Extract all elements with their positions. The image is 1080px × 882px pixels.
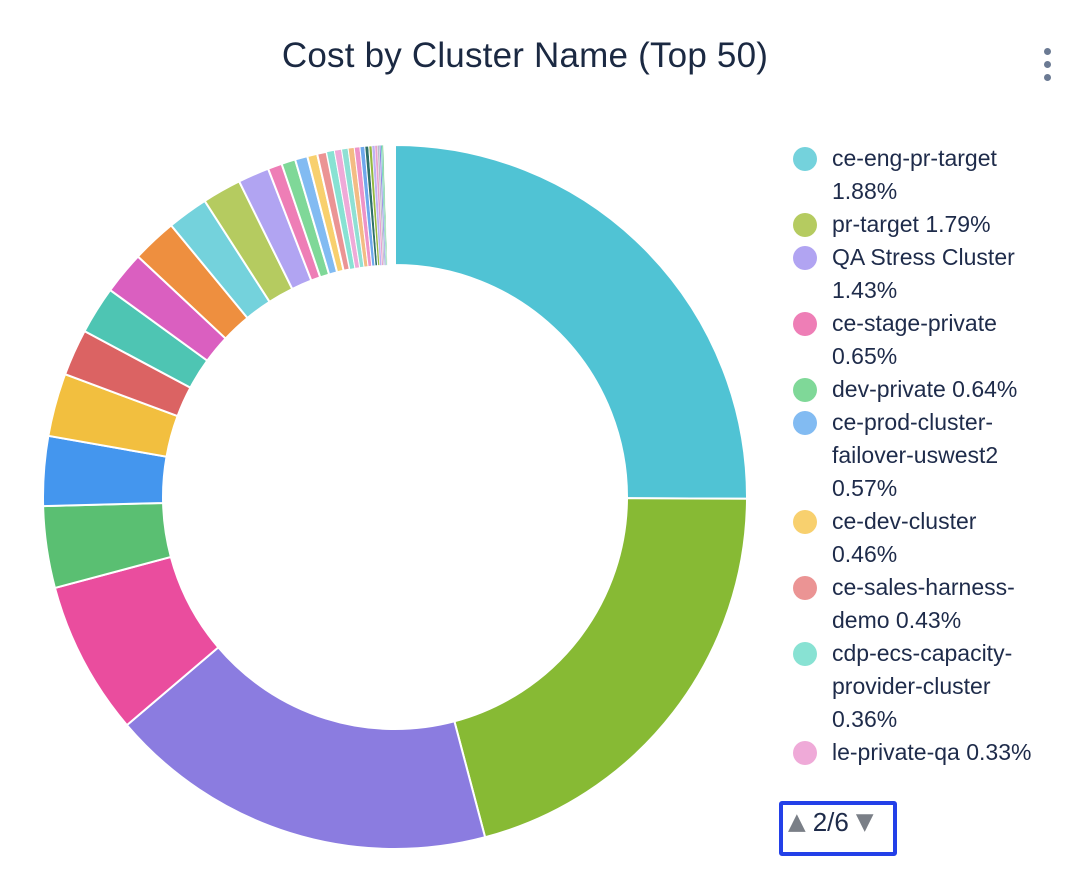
legend-swatch <box>793 510 817 534</box>
legend-item[interactable]: pr-target 1.79% <box>793 208 1055 241</box>
kebab-dot <box>1043 60 1051 68</box>
chart-legend: ce-eng-pr-target 1.88% pr-target 1.79% QA … <box>793 142 1055 790</box>
legend-label: ce-dev-cluster 0.46% <box>832 508 977 567</box>
kebab-dot <box>1043 73 1051 81</box>
legend-label: ce-sales-harness-demo 0.43% <box>832 574 1015 633</box>
legend-item[interactable]: ce-sales-harness-demo 0.43% <box>793 571 1055 637</box>
legend-label: ce-eng-pr-target 1.88% <box>832 145 997 204</box>
legend-label: cdp-ecs-capacity-provider-cluster 0.36% <box>832 640 1013 732</box>
legend-swatch <box>793 147 817 171</box>
legend-item[interactable]: ce-prod-cluster-failover-uswest2 0.57% <box>793 406 1055 505</box>
legend-swatch <box>793 378 817 402</box>
legend-label: pr-target 1.79% <box>832 211 991 237</box>
kebab-menu-icon[interactable] <box>1036 44 1058 84</box>
legend-swatch <box>793 411 817 435</box>
legend-pagination: ▲ 2/6 ▼ <box>779 801 897 856</box>
legend-swatch <box>793 576 817 600</box>
legend-label: QA Stress Cluster 1.43% <box>832 244 1015 303</box>
legend-item[interactable]: le-private-qa 0.33% <box>793 736 1055 769</box>
legend-label: ce-stage-private 0.65% <box>832 310 997 369</box>
legend-swatch <box>793 642 817 666</box>
legend-item[interactable]: ce-stage-private 0.65% <box>793 307 1055 373</box>
legend-item[interactable]: ce-dev-cluster 0.46% <box>793 505 1055 571</box>
legend-item[interactable]: cdp-ecs-capacity-provider-cluster 0.36% <box>793 637 1055 736</box>
legend-swatch <box>793 213 817 237</box>
legend-swatch <box>793 312 817 336</box>
donut-slice-rank-33[interactable] <box>381 144 388 266</box>
kebab-dot <box>1043 47 1051 55</box>
legend-item[interactable]: QA Stress Cluster 1.43% <box>793 241 1055 307</box>
donut-slice-rank-2[interactable] <box>453 497 749 839</box>
legend-item[interactable]: ce-eng-pr-target 1.88% <box>793 142 1055 208</box>
donut-slice-rank-1[interactable] <box>394 143 748 500</box>
donut-slice-rank-3[interactable] <box>125 645 487 851</box>
page-indicator: 2/6 <box>812 807 849 837</box>
legend-item[interactable]: dev-private 0.64% <box>793 373 1055 406</box>
legend-swatch <box>793 246 817 270</box>
legend-label: ce-prod-cluster-failover-uswest2 0.57% <box>832 409 999 501</box>
legend-label: dev-private 0.64% <box>832 376 1018 402</box>
chart-title: Cost by Cluster Name (Top 50) <box>281 36 769 75</box>
page-down-icon[interactable]: ▼ <box>855 809 874 835</box>
legend-swatch <box>793 741 817 765</box>
legend-label: le-private-qa 0.33% <box>832 739 1032 765</box>
page-up-icon[interactable]: ▲ <box>788 809 806 835</box>
